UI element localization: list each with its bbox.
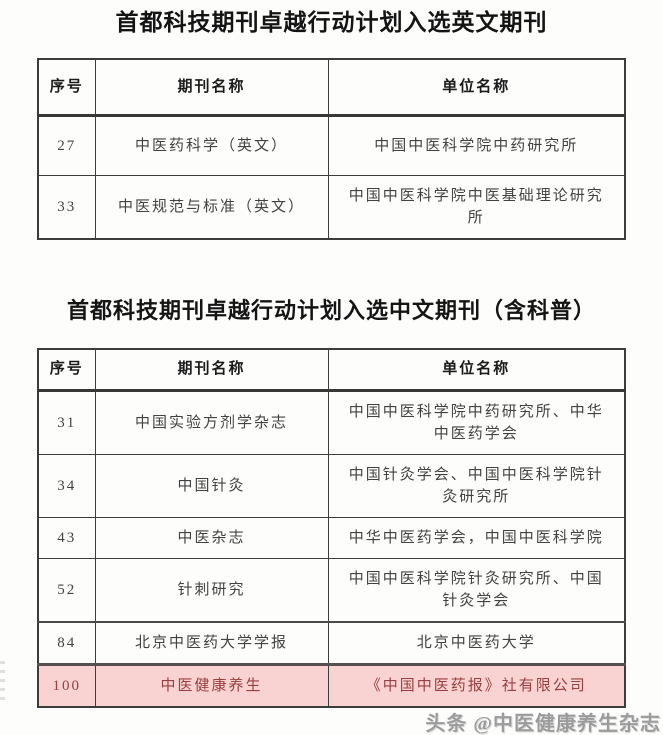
toutiao-watermark: 头条 @中医健康养生杂志 <box>425 713 661 735</box>
cell-unit-name: 中国中医科学院中药研究所 <box>327 114 626 176</box>
english-journals-title: 首都科技期刊卓越行动计划入选英文期刊 <box>115 10 548 35</box>
table-row: 34 中国针灸 中国针灸学会、中国中医科学院针灸研究所 <box>37 454 626 518</box>
cell-journal-name: 中医杂志 <box>94 517 329 559</box>
header-unit-name: 单位名称 <box>327 58 626 116</box>
table-row: 84 北京中医药大学学报 北京中医药大学 <box>37 621 626 665</box>
cell-serial-number: 27 <box>37 114 96 176</box>
header-serial-number: 序号 <box>37 348 96 391</box>
table-header-row: 序号 期刊名称 单位名称 <box>37 58 626 116</box>
cell-unit-name: 《中国中医药报》社有限公司 <box>327 664 626 708</box>
cell-unit-name: 中国中医科学院针灸研究所、中国针灸学会 <box>327 558 626 623</box>
left-edge-artifact <box>0 661 5 703</box>
cell-unit-name: 北京中医药大学 <box>327 621 626 665</box>
cell-serial-number: 34 <box>37 454 96 518</box>
cell-journal-name: 中医规范与标准（英文） <box>94 174 329 239</box>
table-row: 33 中医规范与标准（英文） 中国中医科学院中医基础理论研究所 <box>37 174 626 239</box>
header-journal-name: 期刊名称 <box>94 58 329 116</box>
table-row: 52 针刺研究 中国中医科学院针灸研究所、中国针灸学会 <box>37 558 626 623</box>
chinese-journals-title: 首都科技期刊卓越行动计划入选中文期刊（含科普） <box>66 297 596 323</box>
chinese-journals-table: 序号 期刊名称 单位名称 31 中国实验方剂学杂志 中国中医科学院中药研究所、中华中… <box>37 347 626 708</box>
table-row: 43 中医杂志 中华中医药学会，中国中医科学院 <box>37 517 626 559</box>
header-serial-number: 序号 <box>37 58 96 116</box>
cell-unit-name: 中国中医科学院中药研究所、中华中医药学会 <box>327 390 626 455</box>
table-row: 27 中医药科学（英文） 中国中医科学院中药研究所 <box>37 114 626 176</box>
table-row: 100 中医健康养生 《中国中医药报》社有限公司 <box>37 664 626 708</box>
table-row: 31 中国实验方剂学杂志 中国中医科学院中药研究所、中华中医药学会 <box>37 390 626 455</box>
cell-journal-name: 中国针灸 <box>94 454 329 518</box>
cell-serial-number: 33 <box>37 174 96 239</box>
cell-journal-name: 中国实验方剂学杂志 <box>94 390 329 455</box>
cell-unit-name: 中国中医科学院中医基础理论研究所 <box>327 174 626 239</box>
cell-journal-name: 针刺研究 <box>94 558 329 623</box>
cell-journal-name: 北京中医药大学学报 <box>94 621 329 665</box>
cell-serial-number: 31 <box>37 390 96 455</box>
cell-serial-number: 100 <box>37 664 96 708</box>
cell-serial-number: 52 <box>37 558 96 623</box>
cell-serial-number: 43 <box>37 517 96 559</box>
header-journal-name: 期刊名称 <box>94 348 329 391</box>
english-journals-table: 序号 期刊名称 单位名称 27 中医药科学（英文） 中国中医科学院中药研究所 33 中医… <box>37 58 626 240</box>
table-header-row: 序号 期刊名称 单位名称 <box>37 348 626 391</box>
header-unit-name: 单位名称 <box>327 348 626 391</box>
cell-journal-name: 中医健康养生 <box>94 664 329 708</box>
cell-unit-name: 中华中医药学会，中国中医科学院 <box>327 517 626 559</box>
cell-unit-name: 中国针灸学会、中国中医科学院针灸研究所 <box>327 454 626 518</box>
cell-journal-name: 中医药科学（英文） <box>94 114 329 176</box>
cell-serial-number: 84 <box>37 621 96 665</box>
